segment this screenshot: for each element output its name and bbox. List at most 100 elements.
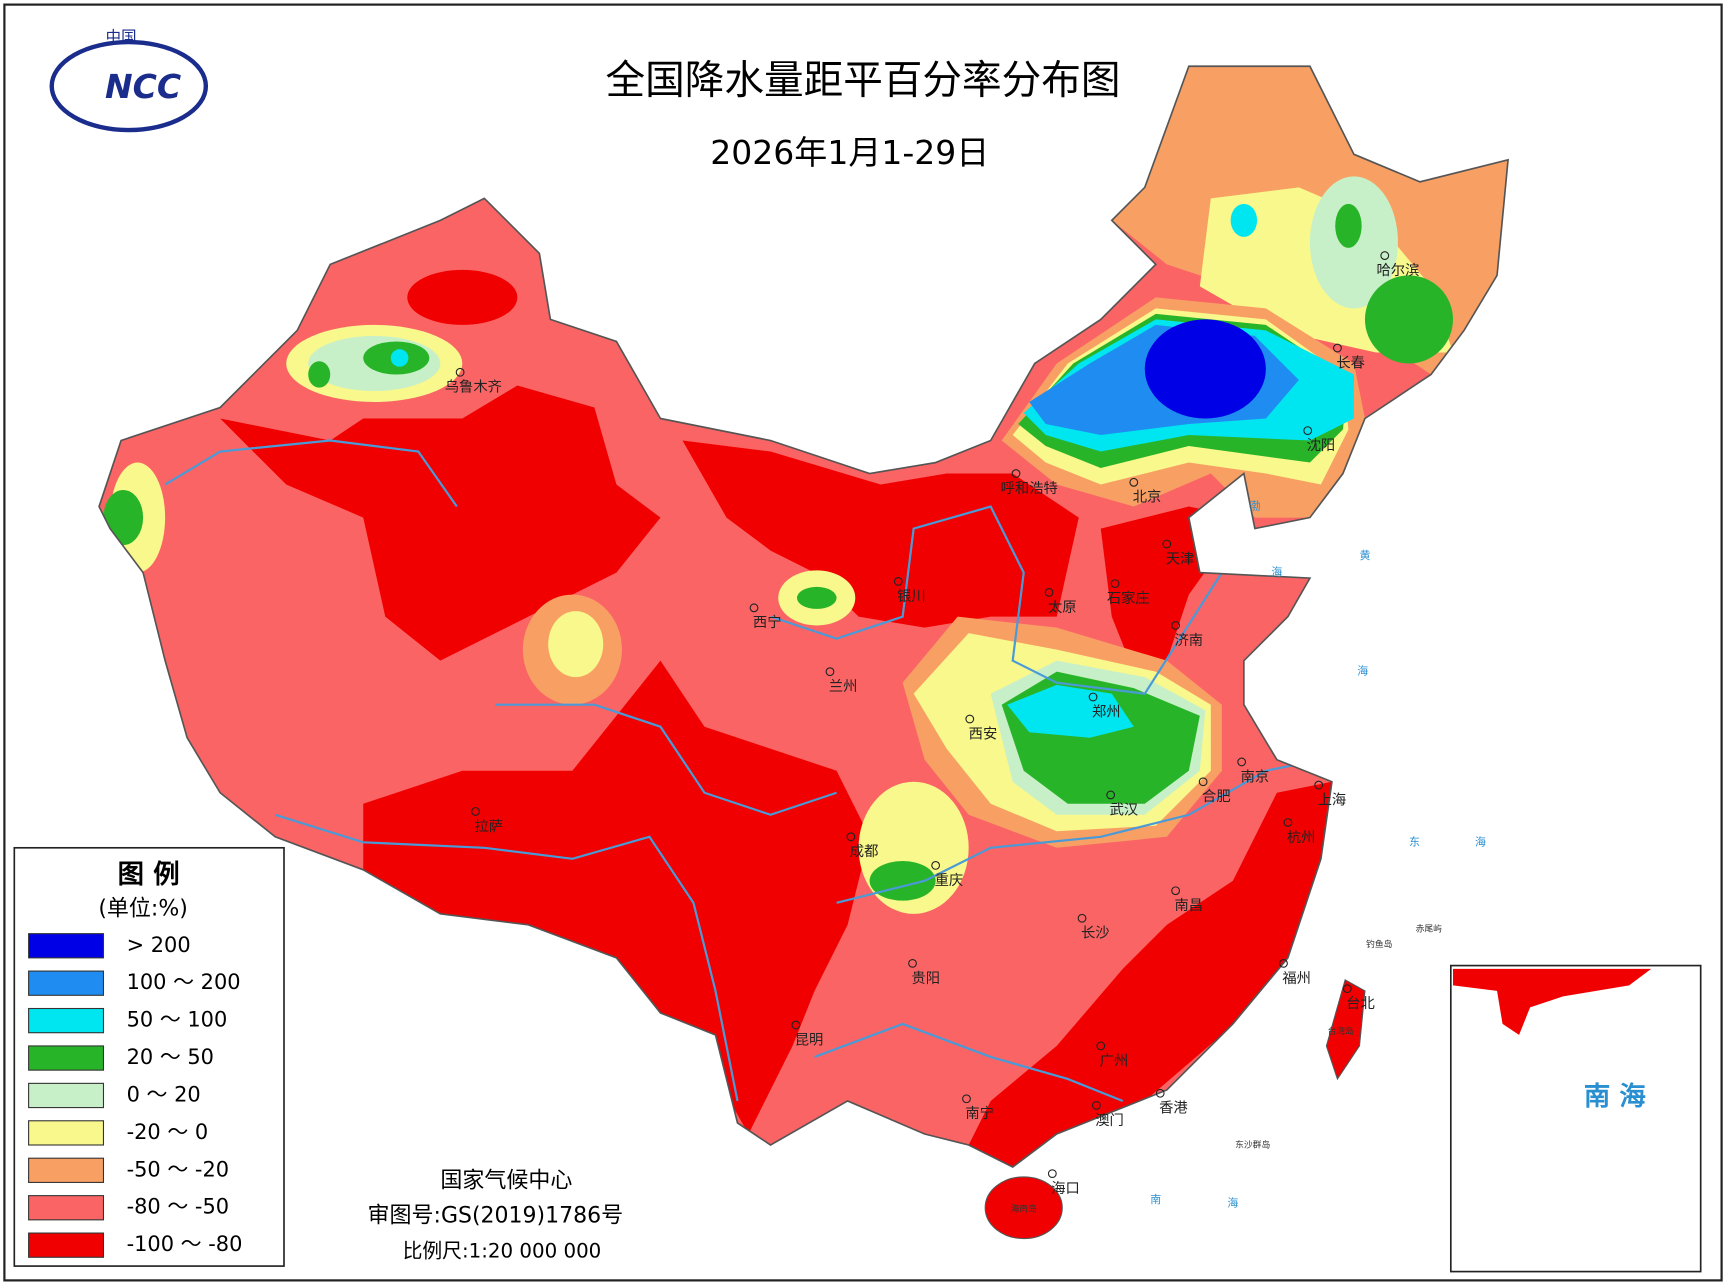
precip-area	[1230, 203, 1258, 237]
sea-label: 海	[1227, 1195, 1238, 1209]
city-marker	[893, 577, 903, 586]
legend-label: 50 ～ 100	[127, 1008, 228, 1032]
city-label: 太原	[1048, 599, 1077, 616]
city-label: 呼和浩特	[1001, 480, 1058, 497]
island-label: 赤尾屿	[1416, 924, 1443, 935]
river	[164, 439, 1322, 1102]
legend-swatch	[28, 1045, 105, 1071]
legend-label: -20 ～ 0	[127, 1120, 209, 1144]
city-label: 武汉	[1110, 801, 1139, 818]
precip-area	[1364, 275, 1454, 364]
city-label: 济南	[1175, 632, 1204, 649]
city-marker	[1162, 539, 1172, 549]
city-marker	[1077, 913, 1087, 923]
city-marker	[1011, 469, 1021, 478]
legend-title: 图 例	[118, 859, 180, 890]
city-marker	[1279, 958, 1288, 968]
city-label: 长沙	[1081, 925, 1110, 942]
legend-label: -100 ～ -80	[127, 1232, 243, 1256]
logo-text: NCC	[105, 67, 181, 106]
city-marker	[1096, 1041, 1106, 1051]
legend-swatch	[28, 1120, 105, 1146]
sea-label: 南	[1150, 1193, 1161, 1206]
sea-label: 黄	[1359, 548, 1370, 562]
city-marker	[749, 603, 759, 613]
city-marker	[455, 367, 465, 377]
sea-label: 渤	[1249, 500, 1260, 513]
island-label: 台湾岛	[1328, 1025, 1355, 1037]
city-marker	[962, 1094, 971, 1104]
city-label: 北京	[1133, 489, 1162, 506]
city-label: 南京	[1241, 768, 1270, 785]
city-label: 广州	[1100, 1052, 1129, 1069]
city-label: 杭州	[1287, 829, 1316, 846]
city-label: 合肥	[1202, 788, 1231, 805]
city-marker	[908, 958, 917, 968]
logo-ring	[49, 39, 209, 133]
city-label: 成都	[850, 843, 879, 860]
city-label: 拉萨	[474, 818, 503, 835]
city-marker	[1155, 1088, 1165, 1098]
city-marker	[1129, 477, 1139, 487]
precip-area	[308, 361, 331, 388]
precip-area	[103, 490, 144, 546]
city-marker	[1333, 343, 1342, 353]
city-marker	[1106, 790, 1116, 800]
city-marker	[846, 832, 856, 842]
city-marker	[1047, 1169, 1057, 1179]
city-marker	[825, 667, 835, 677]
precip-area	[220, 385, 661, 661]
city-marker	[965, 714, 975, 724]
sea-label: 海	[1475, 834, 1486, 848]
title: 全国降水量距平百分率分布图	[606, 57, 1121, 103]
precip-area	[984, 1176, 1063, 1240]
city-label: 天津	[1166, 550, 1195, 567]
city-marker	[1342, 984, 1352, 994]
city-marker	[1198, 777, 1208, 787]
city-label: 乌鲁木齐	[445, 379, 502, 396]
precip-area	[1144, 319, 1266, 419]
city-marker	[1171, 886, 1181, 896]
island-label: 东沙群岛	[1235, 1138, 1270, 1150]
legend-label: -80 ～ -50	[127, 1195, 230, 1219]
legend-swatch	[28, 1157, 105, 1183]
city-label: 南宁	[965, 1105, 994, 1122]
city-label: 兰州	[829, 678, 858, 695]
city-marker	[1283, 818, 1293, 827]
city-label: 长春	[1336, 354, 1365, 371]
city-marker	[1314, 780, 1324, 790]
sea-label: 海	[1357, 664, 1368, 678]
inset-label: 南 海	[1584, 1081, 1646, 1112]
precip-area	[682, 440, 1079, 628]
legend-unit: (单位:%)	[98, 896, 187, 921]
city-label: 澳门	[1095, 1112, 1124, 1129]
legend-label: 100 ～ 200	[127, 970, 241, 994]
footer-approval: 审图号:GS(2019)1786号	[368, 1204, 624, 1229]
city-label: 西安	[969, 725, 998, 742]
city-marker	[1380, 251, 1390, 260]
precip-area	[548, 611, 604, 678]
city-label: 哈尔滨	[1377, 262, 1420, 279]
city-marker	[1237, 757, 1247, 767]
city-label: 南昌	[1175, 897, 1204, 914]
island-label: 钓鱼岛	[1366, 938, 1393, 950]
legend-swatch	[28, 1195, 105, 1221]
precip-area	[1335, 203, 1362, 248]
city-marker	[1303, 426, 1313, 436]
city-marker	[1171, 621, 1181, 630]
footer-agency: 国家气候中心	[440, 1168, 572, 1193]
city-label: 西宁	[753, 614, 782, 631]
inset-box	[1449, 964, 1702, 1273]
legend-swatch	[28, 970, 105, 996]
precip-area	[968, 781, 1332, 1168]
legend-swatch	[28, 1232, 105, 1258]
precip-area	[796, 586, 837, 609]
logo-country: 中国	[106, 28, 137, 46]
city-label: 台北	[1346, 995, 1375, 1012]
precip-area	[1325, 979, 1366, 1081]
island-label: 海南岛	[1011, 1202, 1038, 1214]
legend-label: > 200	[127, 933, 191, 957]
footer-scale: 比例尺:1:20 000 000	[403, 1239, 602, 1262]
precip-area	[390, 349, 409, 367]
